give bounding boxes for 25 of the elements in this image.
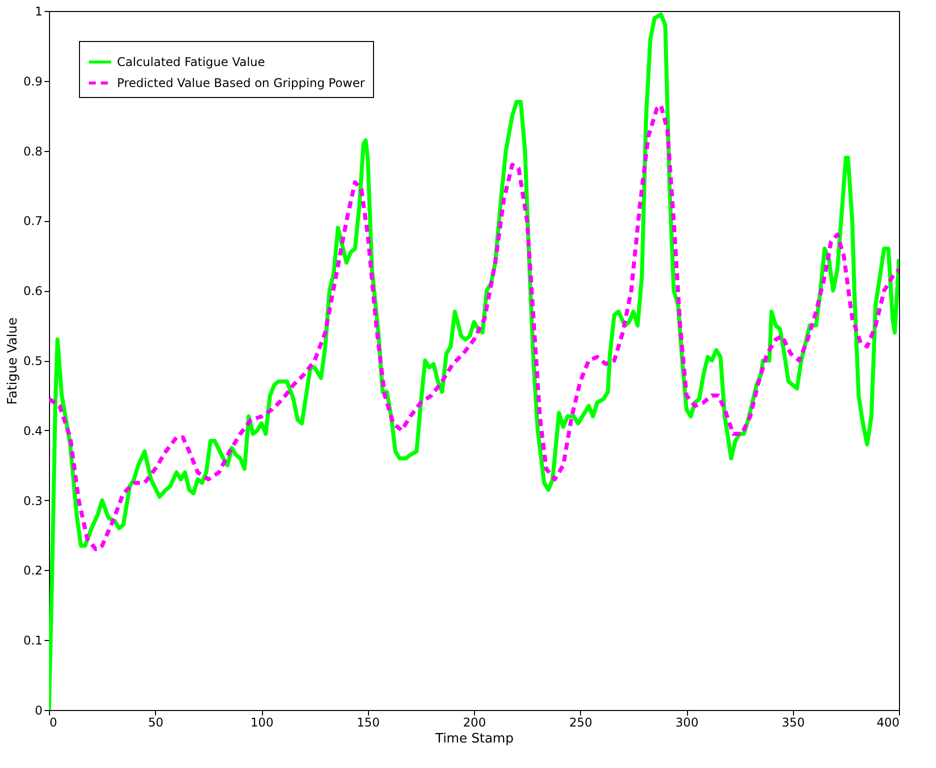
x-tick-label: 400 [876,716,900,730]
y-tick-label: 0.4 [23,424,42,438]
y-tick-label: 0.6 [23,284,42,298]
x-tick-label: 150 [356,716,380,730]
x-tick-label: 100 [250,716,274,730]
y-axis-title: Fatigue Value [5,317,20,405]
y-tick-label: 1 [34,4,42,18]
x-tick-label: 350 [782,716,805,730]
y-tick-label: 0.7 [23,214,42,228]
x-tick-label: 300 [676,716,698,730]
y-tick-label: 0.5 [23,354,42,368]
y-tick-label: 0.2 [23,564,42,578]
y-tick-label: 0.9 [23,74,42,88]
legend-label: Calculated Fatigue Value [117,55,266,69]
x-tick-label: 250 [569,716,592,730]
y-tick-label: 0 [34,704,42,718]
y-tick-label: 0.1 [23,634,42,648]
y-tick-label: 0.3 [23,494,42,508]
x-tick-label: 200 [463,716,486,730]
x-tick-label: 50 [148,716,164,730]
y-tick-label: 0.8 [23,144,42,158]
line-series [49,103,899,552]
x-axis-title: Time Stamp [434,732,514,746]
legend-label: Predicted Value Based on Gripping Power [117,76,365,90]
x-tick-label: 0 [50,716,58,730]
